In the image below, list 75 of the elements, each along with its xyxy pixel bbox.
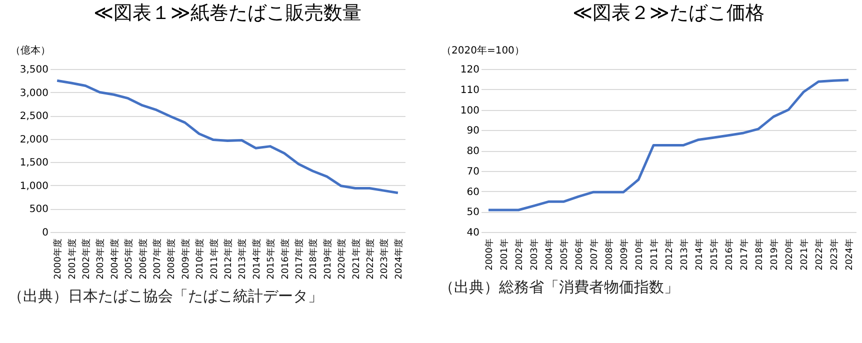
y-tick-label: 3,000: [20, 88, 48, 99]
x-tick-label: 2008年: [604, 238, 615, 270]
x-tick-label: 2009年: [619, 238, 630, 270]
y-axis-title: （2020年=100）: [442, 44, 524, 56]
x-tick-label: 2024年度: [393, 238, 404, 280]
y-tick-label: 90: [466, 126, 480, 137]
x-tick-label: 2005年度: [124, 238, 135, 280]
y-tick-label: 1,000: [20, 180, 48, 192]
x-tick-label: 2007年度: [152, 238, 163, 280]
x-tick-label: 2012年: [664, 238, 675, 270]
x-tick-label: 2024年: [844, 238, 855, 270]
y-tick-label: 60: [466, 186, 480, 198]
x-tick-label: 2000年: [484, 238, 495, 270]
x-tick-label: 2007年: [589, 238, 600, 270]
x-tick-label: 2004年度: [109, 238, 120, 280]
y-tick-label: 110: [460, 84, 480, 96]
x-tick-label: 2013年: [679, 238, 690, 270]
x-tick-label: 2016年度: [280, 238, 291, 280]
x-tick-label: 2005年: [559, 238, 570, 270]
x-tick-label: 2012年度: [223, 238, 234, 280]
x-tick-label: 2023年: [829, 238, 840, 270]
x-tick-label: 2023年度: [379, 238, 390, 280]
x-tick-label: 2015年: [709, 238, 720, 270]
x-tick-label: 2020年: [784, 238, 795, 270]
x-tick-label: 2010年: [634, 238, 645, 270]
line-series: [487, 78, 850, 212]
x-tick-label: 2015年度: [266, 238, 277, 280]
x-tick-label: 2008年度: [166, 238, 178, 280]
x-tick-label: 2020年度: [336, 238, 348, 280]
x-tick-label: 2001年: [499, 238, 510, 270]
y-tick-label: 40: [466, 228, 480, 238]
text: （出典）総務省「消費者物価指数」: [438, 278, 680, 297]
x-tick-label: 2017年: [739, 238, 750, 270]
y-tick-label: 500: [29, 204, 48, 216]
x-tick-label: 2018年: [754, 238, 765, 270]
x-tick-label: 2019年: [769, 238, 780, 270]
y-tick-label: 1,500: [20, 158, 48, 169]
x-tick-label: 2013年度: [237, 238, 248, 280]
x-tick-label: 2003年: [529, 238, 540, 270]
y-tick-label: 2,500: [20, 111, 48, 122]
y-axis-title: （億本）: [10, 44, 50, 56]
y-tick-label: 3,500: [20, 64, 48, 76]
x-tick-label: 2014年度: [251, 238, 262, 280]
x-tick-label: 2004年: [544, 238, 555, 270]
chart-title: ≪図表１≫紙巻たばこ販売数量: [94, 2, 362, 24]
x-tick-label: 2006年: [574, 238, 585, 270]
x-tick-label: 2017年度: [294, 238, 305, 280]
y-tick-label: 2,000: [20, 134, 48, 146]
y-tick-label: 120: [460, 64, 480, 76]
y-tick-label: 50: [466, 207, 480, 218]
x-tick-label: 2002年度: [81, 238, 92, 280]
line-series: [56, 79, 400, 194]
x-tick-label: 2003年度: [95, 238, 106, 280]
chart-title: ≪図表２≫たばこ価格: [572, 2, 764, 24]
x-tick-label: 2002年: [514, 238, 525, 270]
x-tick-label: 2021年: [799, 238, 810, 270]
x-tick-label: 2011年度: [208, 238, 220, 280]
x-tick-label: 2022年度: [365, 238, 376, 280]
x-tick-label: 2014年: [694, 238, 705, 270]
x-tick-label: 2016年: [724, 238, 735, 270]
y-tick-label: 100: [460, 105, 480, 116]
x-tick-label: 2000年度: [52, 238, 64, 280]
x-tick-label: 2022年: [814, 238, 825, 270]
x-tick-label: 2018年度: [308, 238, 320, 280]
y-tick-label: 80: [466, 146, 480, 157]
y-tick-label: 0: [42, 228, 48, 238]
x-tick-label: 2001年度: [66, 238, 78, 280]
y-tick-label: 70: [466, 166, 480, 178]
x-tick-label: 2010年度: [194, 238, 206, 280]
x-tick-label: 2009年度: [180, 238, 192, 280]
x-tick-label: 2006年度: [138, 238, 149, 280]
x-tick-label: 2011年: [649, 238, 660, 270]
text: （出典）日本たばこ協会「たばこ統計データ」: [7, 287, 324, 306]
x-tick-label: 2019年度: [322, 238, 334, 280]
x-tick-label: 2021年度: [350, 238, 362, 280]
